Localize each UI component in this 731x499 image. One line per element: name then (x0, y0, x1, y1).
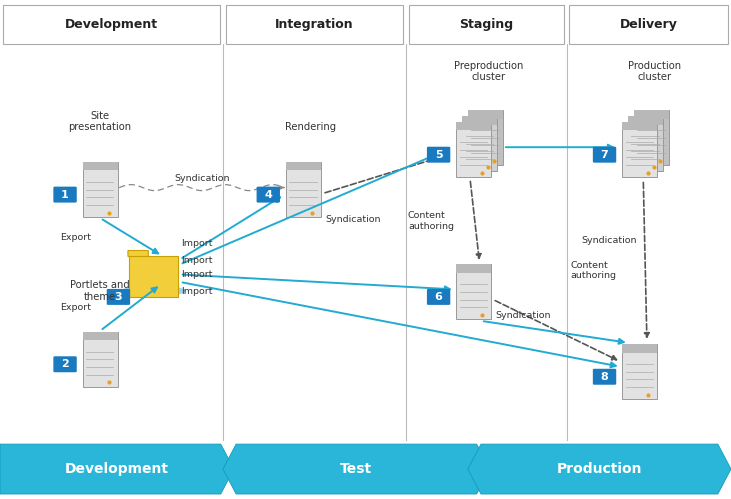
Text: Development: Development (65, 462, 169, 476)
Text: Syndication: Syndication (496, 311, 551, 320)
FancyBboxPatch shape (257, 187, 280, 203)
Text: Site
presentation: Site presentation (69, 111, 132, 132)
FancyBboxPatch shape (628, 116, 663, 125)
FancyBboxPatch shape (427, 289, 450, 305)
Text: Production
cluster: Production cluster (628, 61, 681, 82)
FancyBboxPatch shape (226, 5, 403, 44)
FancyBboxPatch shape (3, 5, 220, 44)
FancyBboxPatch shape (622, 122, 657, 131)
Text: Test: Test (341, 462, 372, 476)
FancyBboxPatch shape (456, 264, 491, 273)
Text: Production: Production (557, 462, 642, 476)
FancyBboxPatch shape (83, 332, 118, 387)
FancyBboxPatch shape (456, 122, 491, 131)
FancyBboxPatch shape (593, 369, 616, 385)
Text: Import: Import (181, 239, 213, 248)
Text: 1: 1 (61, 190, 69, 200)
FancyBboxPatch shape (427, 147, 450, 163)
Text: 5: 5 (435, 150, 442, 160)
FancyBboxPatch shape (129, 256, 178, 297)
FancyBboxPatch shape (569, 5, 728, 44)
Text: Portlets and
theme: Portlets and theme (70, 280, 130, 302)
Text: Syndication: Syndication (174, 174, 230, 183)
Text: Delivery: Delivery (620, 18, 678, 31)
FancyBboxPatch shape (462, 116, 497, 171)
Text: Export: Export (60, 303, 91, 312)
FancyBboxPatch shape (634, 110, 669, 165)
FancyBboxPatch shape (83, 332, 118, 340)
FancyBboxPatch shape (456, 122, 491, 177)
Text: Preproduction
cluster: Preproduction cluster (454, 61, 523, 82)
FancyBboxPatch shape (462, 116, 497, 125)
FancyBboxPatch shape (628, 116, 663, 171)
Text: 8: 8 (601, 372, 608, 382)
Text: Export: Export (60, 233, 91, 242)
Text: 6: 6 (435, 292, 442, 302)
FancyBboxPatch shape (468, 110, 503, 119)
Text: Import: Import (181, 256, 213, 265)
FancyBboxPatch shape (53, 187, 77, 203)
Text: Syndication: Syndication (325, 215, 381, 224)
FancyBboxPatch shape (634, 110, 669, 119)
Text: Development: Development (65, 18, 158, 31)
Ellipse shape (121, 285, 186, 296)
Polygon shape (468, 444, 731, 494)
FancyBboxPatch shape (286, 162, 321, 171)
Text: 2: 2 (61, 359, 69, 369)
Text: Staging: Staging (459, 18, 513, 31)
Text: Content
authoring: Content authoring (570, 261, 616, 280)
Text: 7: 7 (601, 150, 608, 160)
Polygon shape (223, 444, 490, 494)
Text: 3: 3 (115, 292, 122, 302)
FancyBboxPatch shape (83, 162, 118, 171)
FancyBboxPatch shape (409, 5, 564, 44)
Text: Integration: Integration (275, 18, 354, 31)
FancyBboxPatch shape (622, 344, 657, 399)
FancyBboxPatch shape (622, 122, 657, 177)
Text: Import: Import (181, 287, 213, 296)
Text: Content
authoring: Content authoring (408, 211, 454, 231)
Polygon shape (0, 444, 234, 494)
FancyBboxPatch shape (53, 356, 77, 372)
FancyBboxPatch shape (83, 162, 118, 217)
FancyBboxPatch shape (622, 344, 657, 352)
FancyBboxPatch shape (286, 162, 321, 217)
Text: 4: 4 (265, 190, 272, 200)
FancyBboxPatch shape (468, 110, 503, 165)
FancyBboxPatch shape (128, 250, 148, 256)
Text: Syndication: Syndication (581, 236, 637, 246)
FancyBboxPatch shape (593, 147, 616, 163)
FancyBboxPatch shape (107, 289, 130, 305)
Text: Rendering: Rendering (285, 122, 336, 132)
Text: Import: Import (181, 270, 213, 279)
FancyBboxPatch shape (456, 264, 491, 319)
